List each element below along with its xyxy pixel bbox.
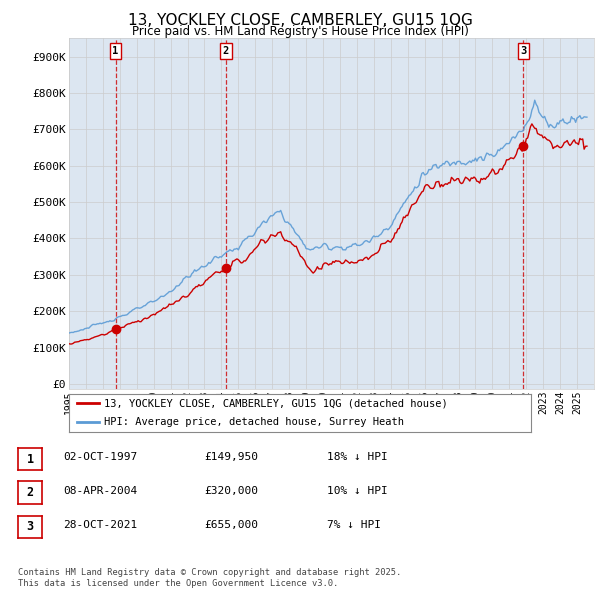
Text: Contains HM Land Registry data © Crown copyright and database right 2025.
This d: Contains HM Land Registry data © Crown c… xyxy=(18,568,401,588)
Text: £149,950: £149,950 xyxy=(204,453,258,462)
Text: 13, YOCKLEY CLOSE, CAMBERLEY, GU15 1QG (detached house): 13, YOCKLEY CLOSE, CAMBERLEY, GU15 1QG (… xyxy=(104,398,448,408)
Text: 1: 1 xyxy=(112,46,119,56)
Text: 08-APR-2004: 08-APR-2004 xyxy=(63,486,137,496)
Text: 10% ↓ HPI: 10% ↓ HPI xyxy=(327,486,388,496)
Text: 18% ↓ HPI: 18% ↓ HPI xyxy=(327,453,388,462)
Text: 13, YOCKLEY CLOSE, CAMBERLEY, GU15 1QG: 13, YOCKLEY CLOSE, CAMBERLEY, GU15 1QG xyxy=(128,13,472,28)
Text: 2: 2 xyxy=(26,486,34,499)
Text: 3: 3 xyxy=(520,46,527,56)
Text: 3: 3 xyxy=(26,520,34,533)
Text: £320,000: £320,000 xyxy=(204,486,258,496)
Text: Price paid vs. HM Land Registry's House Price Index (HPI): Price paid vs. HM Land Registry's House … xyxy=(131,25,469,38)
Text: HPI: Average price, detached house, Surrey Heath: HPI: Average price, detached house, Surr… xyxy=(104,417,404,427)
Text: 02-OCT-1997: 02-OCT-1997 xyxy=(63,453,137,462)
Text: £655,000: £655,000 xyxy=(204,520,258,530)
Text: 1: 1 xyxy=(26,453,34,466)
Text: 2: 2 xyxy=(223,46,229,56)
Text: 7% ↓ HPI: 7% ↓ HPI xyxy=(327,520,381,530)
Text: 28-OCT-2021: 28-OCT-2021 xyxy=(63,520,137,530)
